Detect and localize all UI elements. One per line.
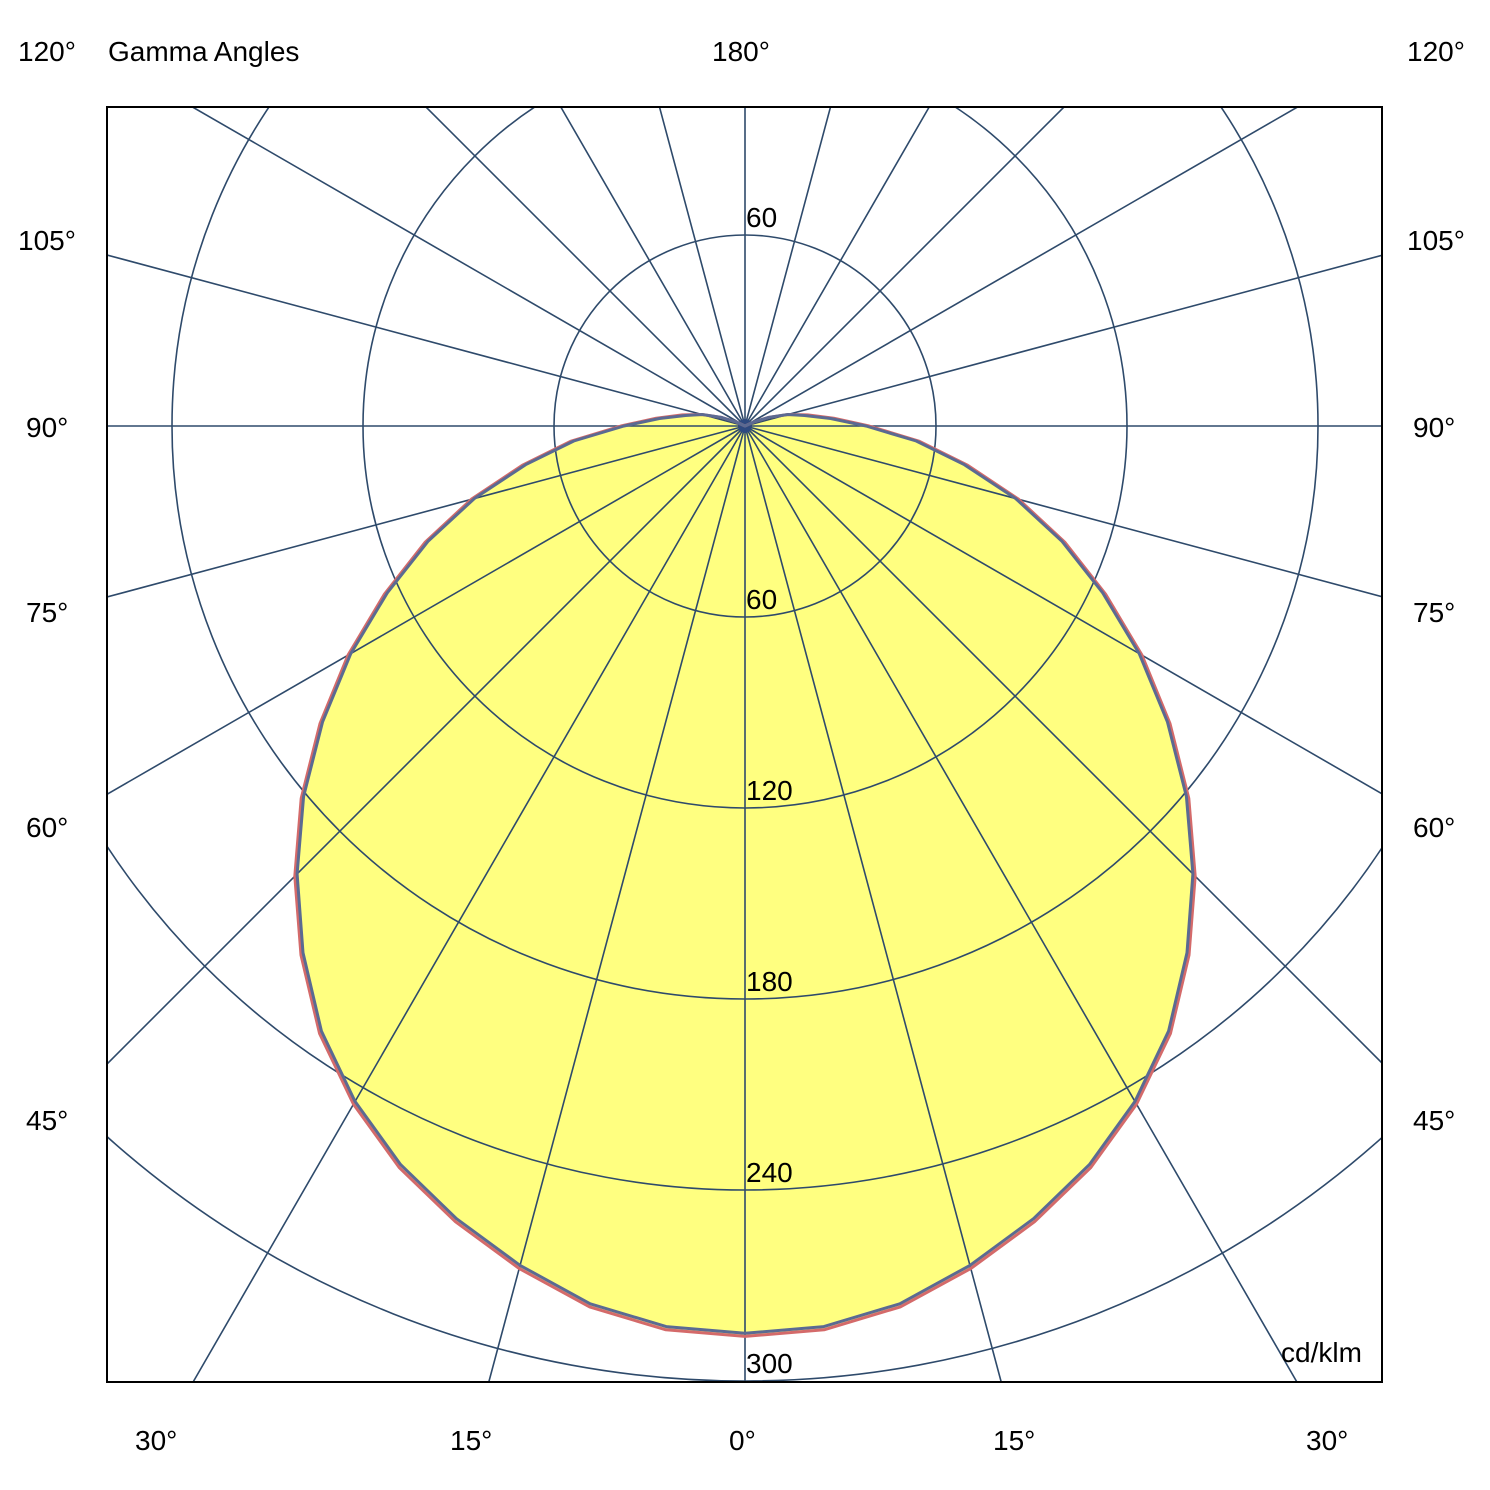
right-angle-label: 75° — [1413, 597, 1455, 628]
radial-grid-line-285 — [107, 425, 746, 598]
top-right-angle-label: 120° — [1407, 36, 1465, 67]
right-angle-label: 105° — [1407, 225, 1465, 256]
radial-grid-line-45 — [744, 425, 1382, 1064]
ring-label-180: 180 — [746, 966, 793, 997]
right-angle-label: 60° — [1413, 812, 1455, 843]
unit-label: cd/klm — [1281, 1337, 1362, 1368]
radial-grid-line-15 — [744, 425, 1002, 1382]
radial-grid-line-210 — [560, 107, 746, 427]
left-angle-label: 105° — [18, 225, 76, 256]
ring-label-240: 240 — [746, 1157, 793, 1188]
radial-grid-line-345 — [488, 425, 746, 1382]
ring-label-60: 60 — [746, 584, 777, 615]
bottom-angle-label: 30° — [135, 1425, 177, 1456]
plot-frame — [106, 106, 1383, 1383]
intensity-curve-2 — [295, 413, 1195, 1335]
left-angle-label: 90° — [26, 412, 68, 443]
chart-title: Gamma Angles — [108, 36, 299, 67]
left-angle-label: 45° — [26, 1105, 68, 1136]
right-angle-label: 45° — [1413, 1105, 1455, 1136]
radial-grid-line-120 — [744, 107, 1298, 427]
radial-grid-line-225 — [425, 107, 746, 427]
bottom-angle-label: 30° — [1306, 1425, 1348, 1456]
radial-grid-line-105 — [744, 254, 1382, 427]
radial-grid-line-255 — [107, 254, 746, 427]
radial-grid-line-75 — [744, 425, 1382, 598]
top-left-angle-label: 120° — [18, 36, 76, 67]
right-angle-label: 90° — [1413, 412, 1455, 443]
bottom-angle-label: 0° — [729, 1425, 756, 1456]
ring-label-300: 300 — [746, 1348, 793, 1379]
radial-grid-line-60 — [744, 425, 1382, 795]
radial-grid-line-315 — [107, 425, 746, 1065]
ring-label-120: 120 — [746, 775, 793, 806]
radial-grid-line-150 — [744, 107, 930, 427]
radial-grid-line-330 — [192, 425, 746, 1382]
radial-grid-line-30 — [744, 425, 1298, 1382]
top-center-angle-label: 180° — [712, 36, 770, 67]
left-angle-label: 60° — [26, 812, 68, 843]
radial-grid-line-195 — [658, 107, 746, 427]
radial-grid-line-165 — [744, 107, 832, 427]
radial-grid-line-240 — [192, 107, 746, 427]
radial-grid-line-300 — [107, 425, 746, 795]
ring-label-top: 60 — [746, 202, 777, 233]
left-angle-label: 75° — [26, 597, 68, 628]
bottom-angle-label: 15° — [993, 1425, 1035, 1456]
radial-grid-line-135 — [744, 107, 1065, 427]
bottom-angle-label: 15° — [450, 1425, 492, 1456]
